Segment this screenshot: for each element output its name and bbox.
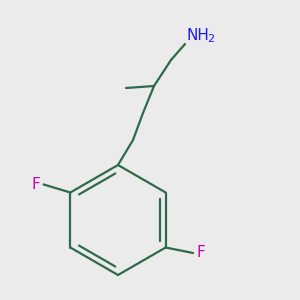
Text: F: F xyxy=(31,177,40,192)
Text: 2: 2 xyxy=(207,34,214,44)
Text: F: F xyxy=(197,245,206,260)
Text: NH: NH xyxy=(187,28,210,44)
